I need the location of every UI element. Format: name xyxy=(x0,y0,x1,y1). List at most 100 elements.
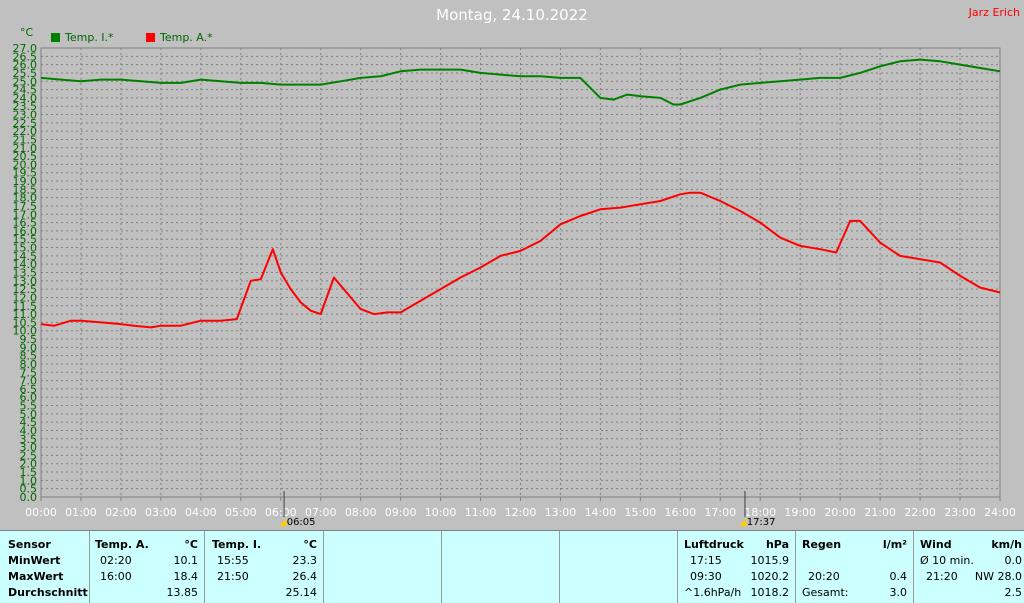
y-tick-label: 7.5 xyxy=(20,366,38,379)
x-tick-label: 00:00 xyxy=(25,506,57,519)
temp-a-max-time: 16:00 xyxy=(100,570,132,583)
y-tick-label: 12.5 xyxy=(13,283,38,296)
y-tick-label: 10.0 xyxy=(13,325,38,338)
stats-col-empty-1 xyxy=(324,531,442,603)
row-label-max: MaxWert xyxy=(8,570,64,583)
legend-item-temp-a: Temp. A.* xyxy=(146,31,213,44)
temp-a-max: 18.4 xyxy=(173,570,199,583)
y-tick-label: 9.5 xyxy=(20,333,38,346)
temp-i-header: Temp. I. xyxy=(212,538,262,551)
y-tick-label: 1.5 xyxy=(20,466,38,479)
y-tick-label: 0.5 xyxy=(20,483,38,496)
x-tick-label: 24:00 xyxy=(984,506,1016,519)
y-tick-label: 14.0 xyxy=(13,258,38,271)
y-tick-label: 27.0 xyxy=(13,42,38,55)
x-tick-label: 04:00 xyxy=(185,506,217,519)
legend-label-temp-i: Temp. I.* xyxy=(65,31,114,44)
x-tick-label: 19:00 xyxy=(784,506,816,519)
series-line-temp-a xyxy=(40,191,1001,329)
y-tick-label: 26.5 xyxy=(13,50,38,63)
x-tick-label: 13:00 xyxy=(545,506,577,519)
chart-title: Montag, 24.10.2022 xyxy=(436,6,588,24)
stats-col-sensor: Sensor MinWert MaxWert Durchschnitt xyxy=(0,531,90,603)
plot-area xyxy=(40,47,1001,498)
x-tick-label: 06:00 xyxy=(265,506,297,519)
y-tick-label: 21.0 xyxy=(13,142,38,155)
y-tick-label: 25.5 xyxy=(13,67,38,80)
y-tick-label: 22.0 xyxy=(13,125,38,138)
rain-r3-label: Gesamt: xyxy=(802,586,849,599)
y-tick-label: 15.5 xyxy=(13,233,38,246)
stats-col-pressure: Luftdruck hPa 17:15 1015.9 09:30 1020.2 … xyxy=(678,531,796,603)
stats-col-empty-3 xyxy=(560,531,678,603)
wind-header: Wind xyxy=(920,538,952,551)
y-tick-label: 3.0 xyxy=(20,441,38,454)
temp-a-avg: 13.85 xyxy=(166,586,199,599)
legend-item-temp-i: Temp. I.* xyxy=(51,31,114,44)
y-tick-label: 3.5 xyxy=(20,433,38,446)
x-tick-label: 20:00 xyxy=(824,506,856,519)
y-tick-label: 15.0 xyxy=(13,242,38,255)
pressure-unit: hPa xyxy=(765,538,789,551)
y-tick-label: 16.5 xyxy=(13,217,38,230)
x-tick-label: 23:00 xyxy=(944,506,976,519)
sunrise-marker: ◢06:05 xyxy=(279,517,316,528)
y-tick-label: 24.0 xyxy=(13,92,38,105)
y-tick-label: 5.0 xyxy=(20,408,38,421)
y-tick-label: 21.5 xyxy=(13,133,38,146)
x-tick-label: 11:00 xyxy=(465,506,497,519)
y-tick-label: 8.0 xyxy=(20,358,38,371)
stats-col-temp-i: Temp. I. °C 15:55 23.3 21:50 26.4 25.14 xyxy=(205,531,324,603)
rain-r2-value: 0.4 xyxy=(889,570,908,583)
x-tick-label: 01:00 xyxy=(65,506,97,519)
y-tick-label: 11.5 xyxy=(13,300,38,313)
x-tick-label: 07:00 xyxy=(305,506,337,519)
legend-label-temp-a: Temp. A.* xyxy=(160,31,213,44)
y-tick-label: 14.5 xyxy=(13,250,38,263)
y-tick-label: 17.5 xyxy=(13,200,38,213)
sensor-header: Sensor xyxy=(8,538,51,551)
y-tick-label: 10.5 xyxy=(13,316,38,329)
x-tick-label: 21:00 xyxy=(864,506,896,519)
y-tick-label: 18.0 xyxy=(13,192,38,205)
y-tick-label: 9.0 xyxy=(20,341,38,354)
y-tick-label: 2.0 xyxy=(20,458,38,471)
x-tick-label: 05:00 xyxy=(225,506,257,519)
temp-a-min: 10.1 xyxy=(173,554,199,567)
y-tick-label: 12.0 xyxy=(13,291,38,304)
x-tick-label: 18:00 xyxy=(744,506,776,519)
temp-a-unit: °C xyxy=(184,538,198,551)
wind-unit: km/h xyxy=(991,538,1022,551)
x-tick-label: 03:00 xyxy=(145,506,177,519)
sunset-label: 17:37 xyxy=(746,517,776,528)
y-tick-label: 23.5 xyxy=(13,100,38,113)
temp-i-unit: °C xyxy=(303,538,317,551)
stats-col-rain: Regen l/m² 20:20 0.4 Gesamt: 3.0 xyxy=(796,531,914,603)
temp-i-min-time: 15:55 xyxy=(217,554,249,567)
temp-i-avg: 25.14 xyxy=(285,586,318,599)
y-tick-label: 1.0 xyxy=(20,474,38,487)
y-tick-label: 25.0 xyxy=(13,75,38,88)
sunset-marker: ◢17:37 xyxy=(739,517,776,528)
x-tick-label: 15:00 xyxy=(625,506,657,519)
y-tick-label: 19.5 xyxy=(13,167,38,180)
pressure-r2-label: 09:30 xyxy=(690,570,722,583)
x-tick-label: 08:00 xyxy=(345,506,377,519)
y-tick-label: 5.5 xyxy=(20,400,38,413)
temperature-chart: 0.00.51.01.52.02.53.03.54.04.55.05.56.06… xyxy=(13,42,1016,519)
wind-r2-value: NW 28.0 xyxy=(974,570,1022,583)
wind-r1-label: Ø 10 min. xyxy=(920,554,974,567)
rain-r3-value: 3.0 xyxy=(889,586,908,599)
temp-i-max-time: 21:50 xyxy=(217,570,249,583)
y-tick-label: 7.0 xyxy=(20,375,38,388)
y-tick-label: 11.0 xyxy=(13,308,38,321)
pressure-header: Luftdruck xyxy=(684,538,744,551)
moon-icon: ◢ xyxy=(739,517,747,528)
y-tick-label: 4.5 xyxy=(20,416,38,429)
stats-table: Sensor MinWert MaxWert Durchschnitt Temp… xyxy=(0,530,1024,603)
y-tick-label: 22.5 xyxy=(13,117,38,130)
temp-a-header: Temp. A. xyxy=(95,538,149,551)
y-tick-label: 19.0 xyxy=(13,175,38,188)
rain-r2-label: 20:20 xyxy=(808,570,840,583)
y-axis-unit: °C xyxy=(20,26,34,39)
